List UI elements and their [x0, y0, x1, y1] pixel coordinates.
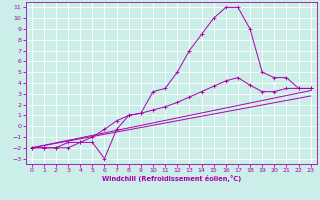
- X-axis label: Windchill (Refroidissement éolien,°C): Windchill (Refroidissement éolien,°C): [101, 175, 241, 182]
